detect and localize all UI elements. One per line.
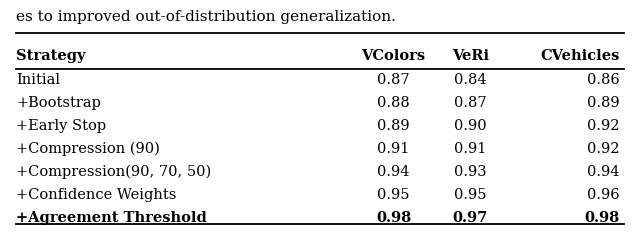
Text: 0.98: 0.98 [584,211,620,225]
Text: Initial: Initial [16,73,60,87]
Text: 0.87: 0.87 [454,96,486,110]
Text: +Compression (90): +Compression (90) [16,142,160,156]
Text: VeRi: VeRi [452,49,489,63]
Text: CVehicles: CVehicles [540,49,620,63]
Text: 0.92: 0.92 [587,119,620,133]
Text: 0.87: 0.87 [378,73,410,87]
Text: 0.84: 0.84 [454,73,486,87]
Text: 0.97: 0.97 [452,211,488,225]
Text: 0.90: 0.90 [454,119,486,133]
Text: 0.89: 0.89 [378,119,410,133]
Text: 0.95: 0.95 [378,188,410,202]
Text: 0.94: 0.94 [587,165,620,179]
Text: 0.89: 0.89 [587,96,620,110]
Text: 0.88: 0.88 [377,96,410,110]
Text: es to improved out-of-distribution generalization.: es to improved out-of-distribution gener… [16,10,396,24]
Text: +Confidence Weights: +Confidence Weights [16,188,177,202]
Text: VColors: VColors [362,49,426,63]
Text: +Agreement Threshold: +Agreement Threshold [16,211,207,225]
Text: +Compression(90, 70, 50): +Compression(90, 70, 50) [16,165,211,179]
Text: 0.96: 0.96 [587,188,620,202]
Text: Strategy: Strategy [16,49,86,63]
Text: 0.93: 0.93 [454,165,486,179]
Text: +Bootstrap: +Bootstrap [16,96,101,110]
Text: 0.95: 0.95 [454,188,486,202]
Text: +Early Stop: +Early Stop [16,119,106,133]
Text: 0.91: 0.91 [378,142,410,156]
Text: 0.94: 0.94 [378,165,410,179]
Text: 0.86: 0.86 [587,73,620,87]
Text: 0.92: 0.92 [587,142,620,156]
Text: 0.91: 0.91 [454,142,486,156]
Text: 0.98: 0.98 [376,211,412,225]
